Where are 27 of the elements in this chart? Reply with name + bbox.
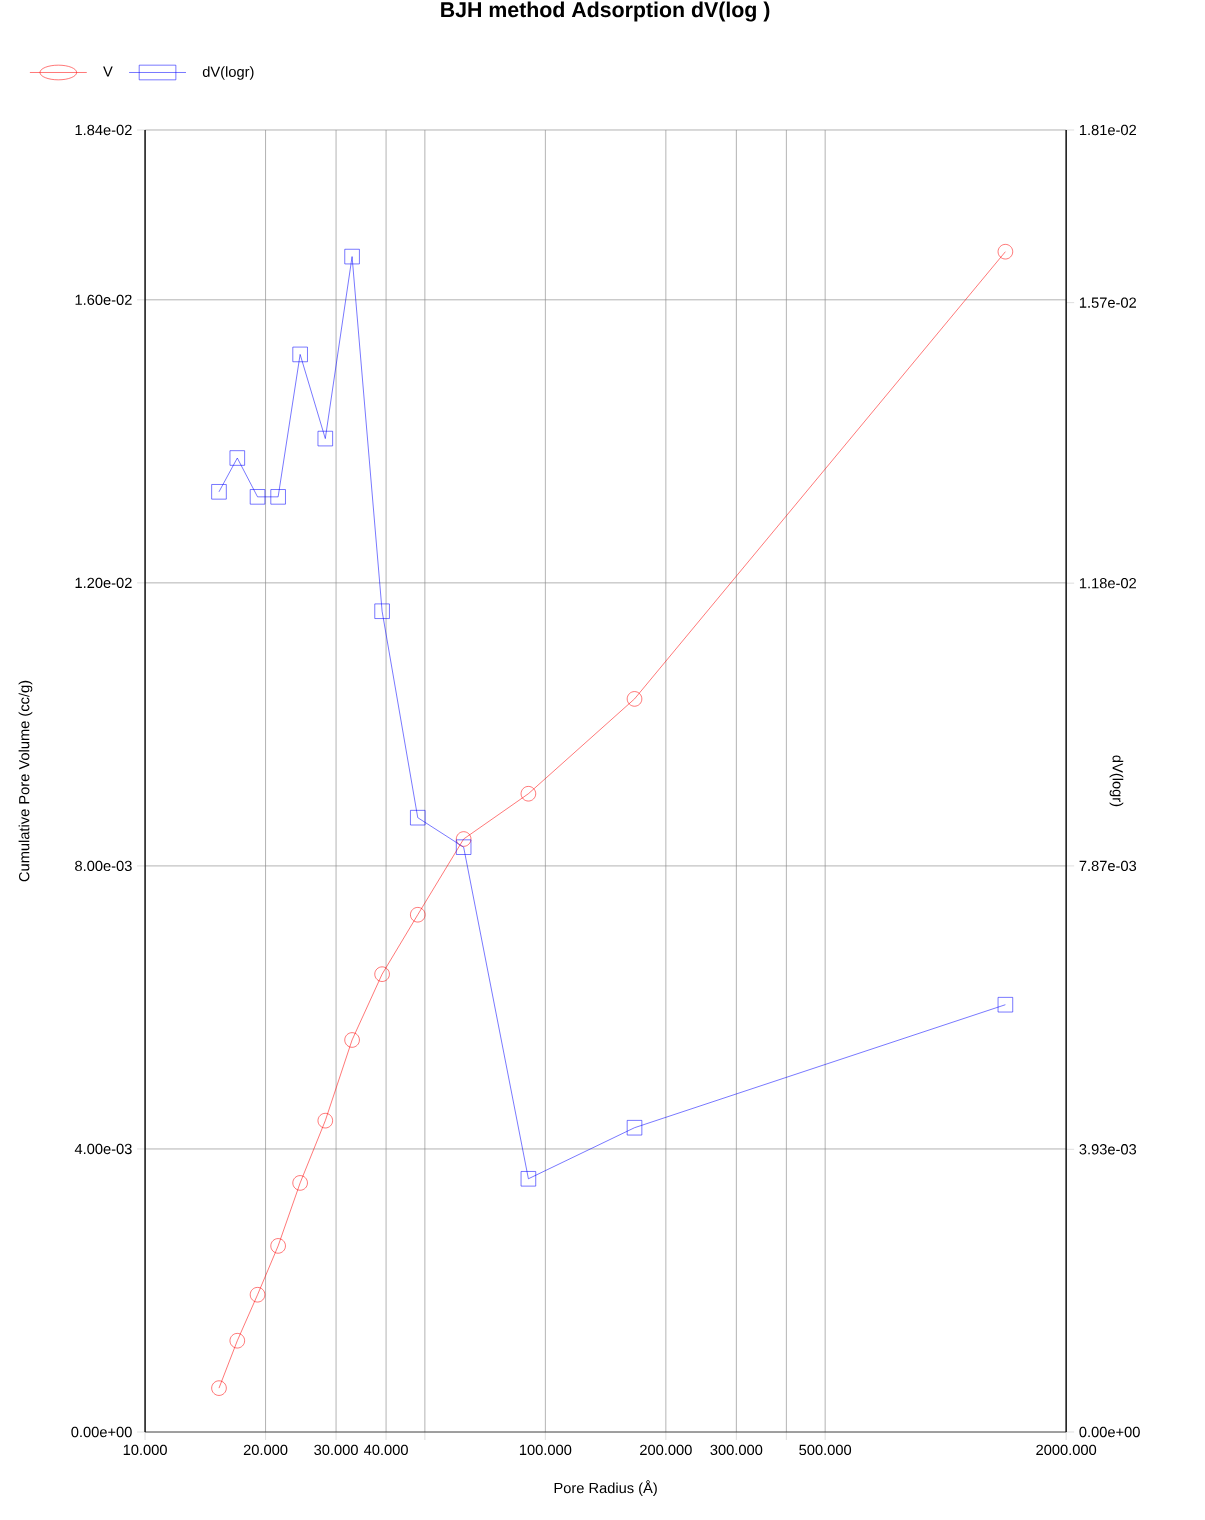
- x-tick-label: 200.000: [640, 1444, 692, 1456]
- y-tick-label: 1.20e-02: [75, 577, 132, 589]
- x-tick-label: 10.000: [123, 1444, 167, 1456]
- y2-tick-label: 1.57e-02: [1079, 297, 1136, 308]
- y-tick-label: 1.60e-02: [75, 294, 132, 306]
- legend-label: V: [103, 66, 113, 77]
- y2-tick-label: 0.00e+00: [1079, 1426, 1140, 1438]
- y-tick-label: 4.00e-03: [74, 1143, 132, 1155]
- x-tick-label: 40.000: [363, 1444, 408, 1456]
- y2-tick-label: 1.18e-02: [1079, 577, 1136, 589]
- y2-tick-label: 3.93e-03: [1079, 1144, 1137, 1155]
- y-tick-label: 8.00e-03: [75, 860, 132, 872]
- x-tick-label: 500.000: [799, 1444, 852, 1456]
- x-tick-label: 100.000: [519, 1444, 572, 1456]
- y-tick-label: 0.00e+00: [71, 1426, 132, 1438]
- y2-tick-label: 1.81e-02: [1079, 124, 1136, 136]
- legend-label: dV(logr): [202, 66, 254, 80]
- y-tick-label: 1.84e-02: [75, 124, 132, 136]
- x-axis-title: Pore Radius (Å): [554, 1480, 657, 1497]
- y-axis-title: Cumulative Pore Volume (cc/g): [18, 680, 33, 882]
- x-tick-label: 30.000: [314, 1444, 358, 1456]
- y2-axis-title: dV(logr): [1109, 755, 1124, 807]
- x-tick-label: 20.000: [243, 1444, 288, 1456]
- x-tick-label: 2000.000: [1036, 1444, 1097, 1456]
- y2-tick-label: 7.87e-03: [1079, 860, 1137, 872]
- x-tick-label: 300.000: [710, 1444, 763, 1456]
- chart-title: BJH method Adsorption dV(log ): [441, 1, 770, 22]
